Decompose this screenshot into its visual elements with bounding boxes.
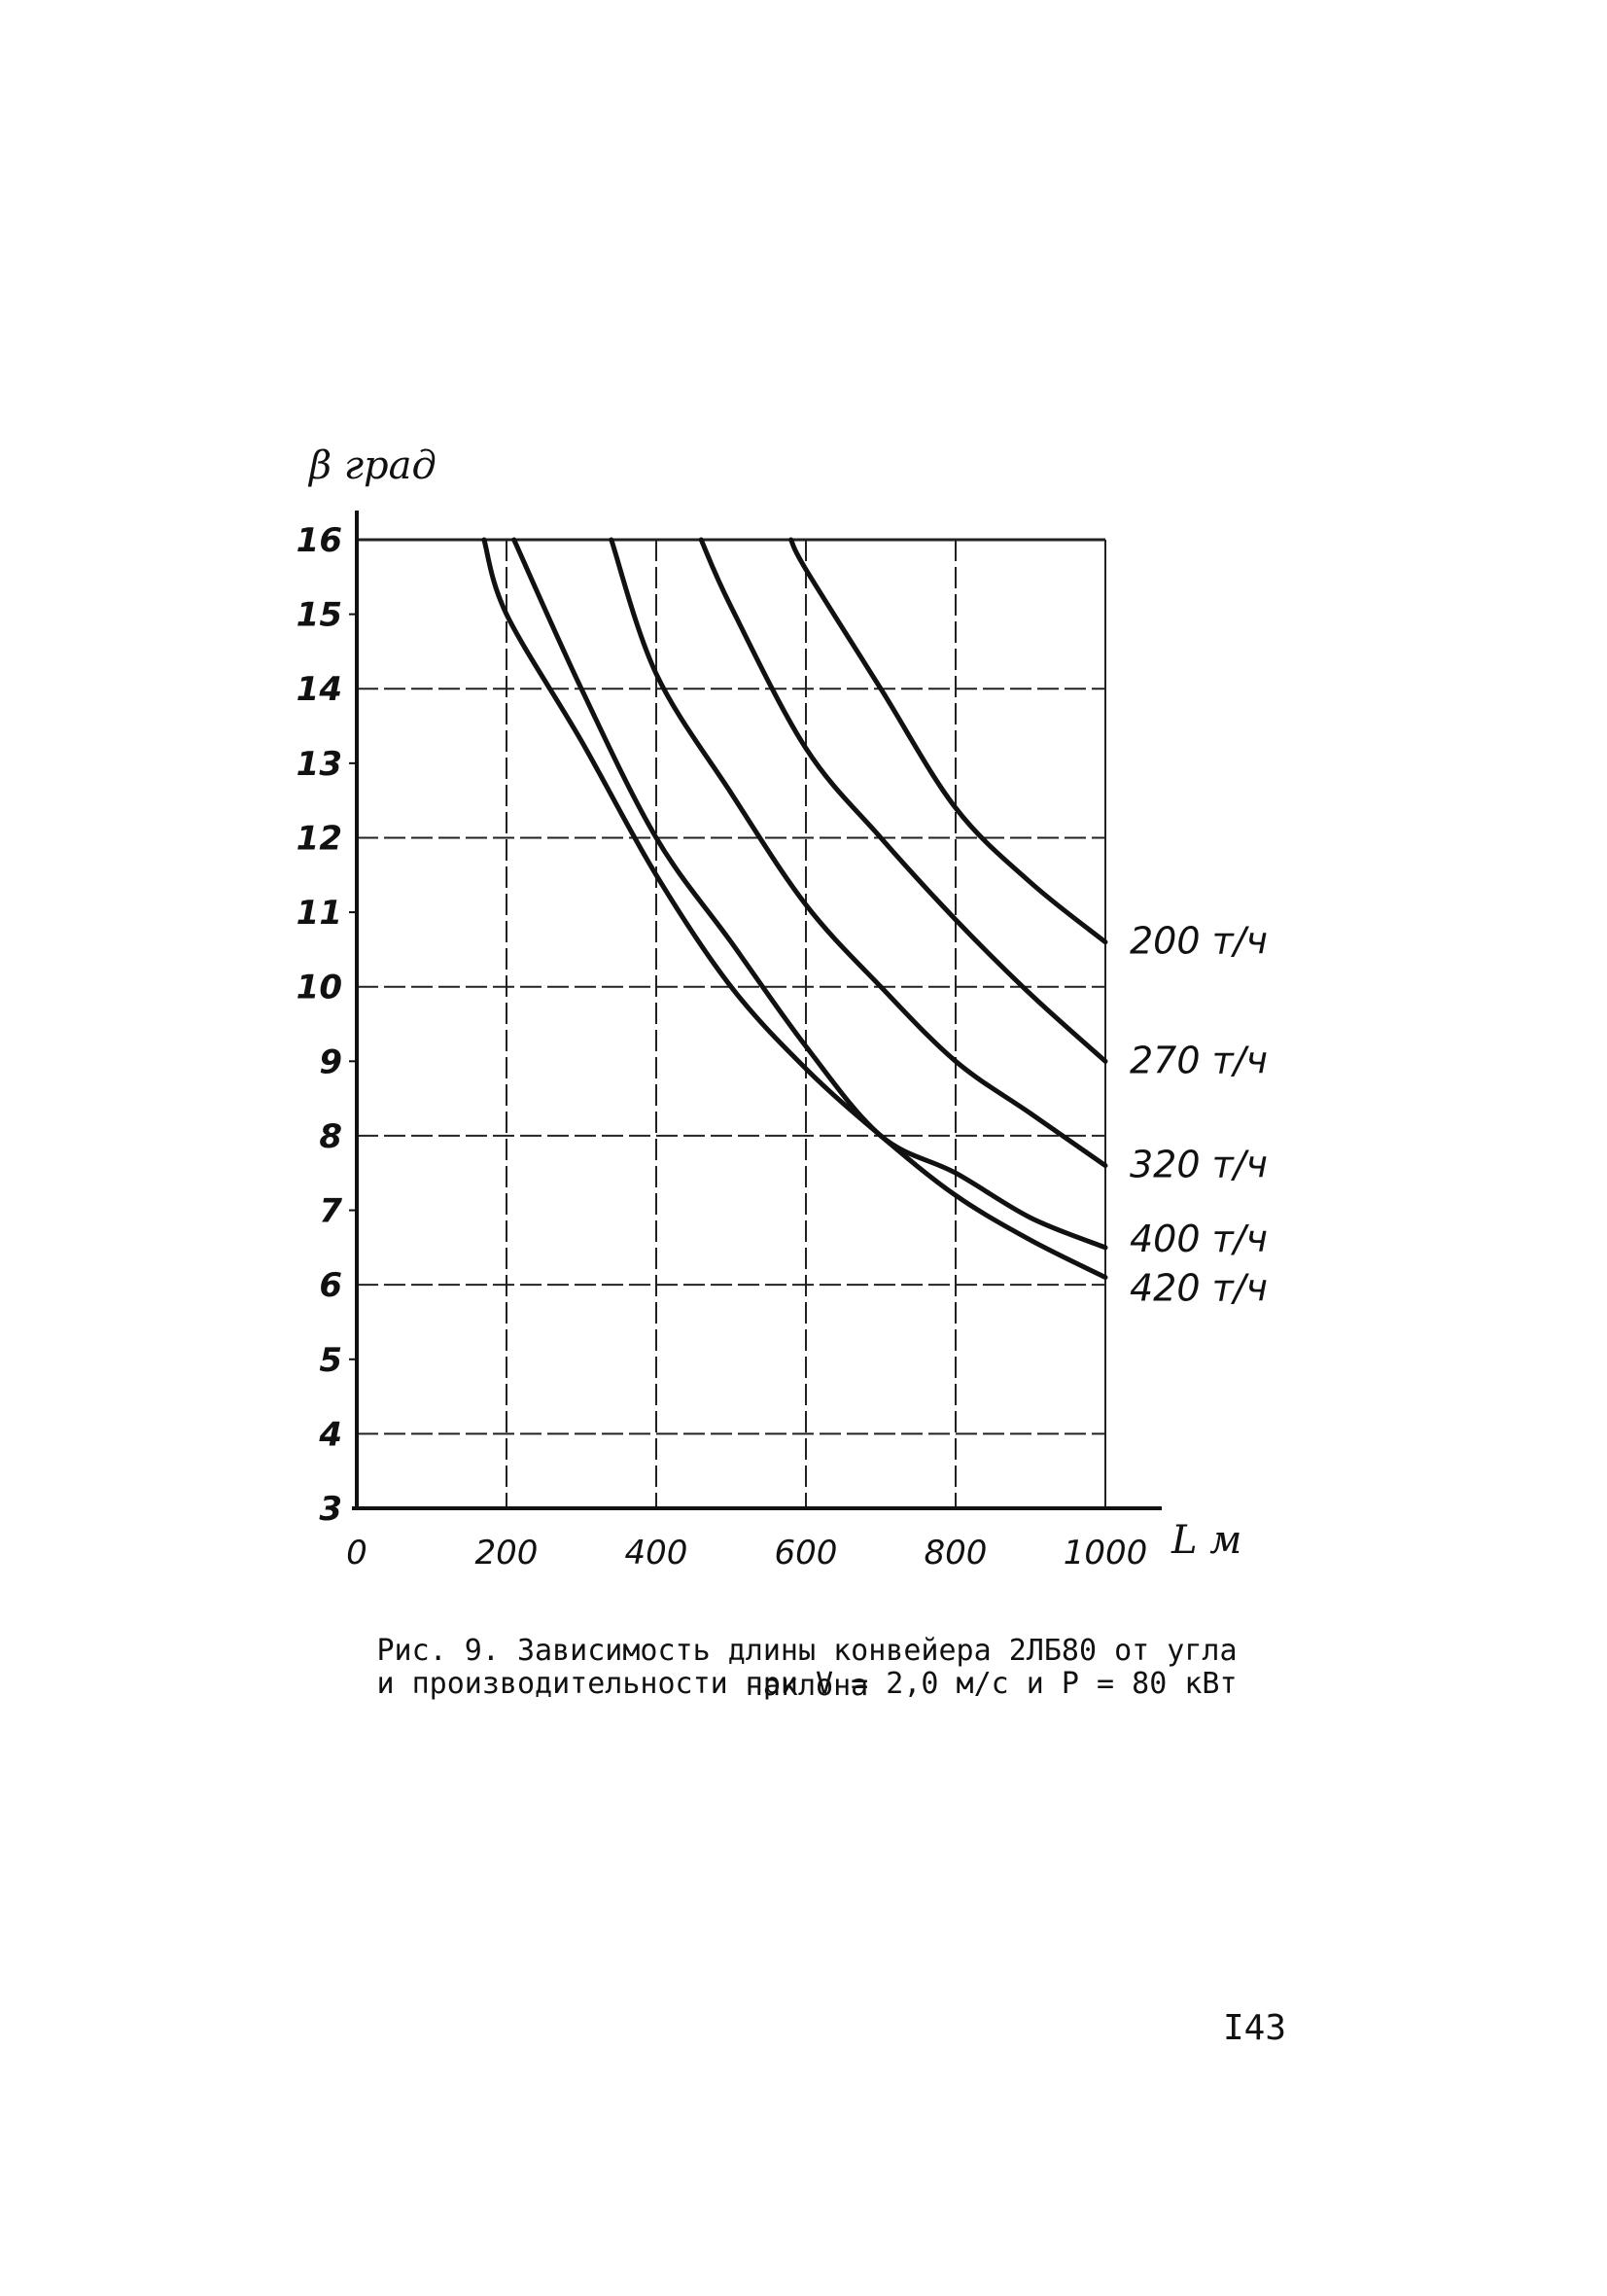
y-tick-labels: 3 4 5 6 7 8 9 10 11 12 13 14 15 16 <box>297 521 357 1529</box>
x-tick-label: 0 <box>346 1534 367 1572</box>
series-line <box>788 537 1108 945</box>
y-tick-label: 16 <box>297 521 342 560</box>
y-tick-label: 12 <box>297 819 342 858</box>
series-labels: 200 т/ч 270 т/ч 320 т/ч 400 т/ч 420 т/ч <box>1130 920 1268 1310</box>
y-tick-label: 10 <box>297 969 342 1007</box>
series-line <box>609 537 1108 1169</box>
y-tick-label: 6 <box>319 1266 342 1305</box>
y-tick-label: 4 <box>318 1415 342 1454</box>
series-label: 200 т/ч <box>1130 920 1268 963</box>
y-tick-label: 8 <box>319 1117 342 1156</box>
series-line <box>511 537 1108 1251</box>
y-tick-label: 13 <box>297 745 342 784</box>
page-number: I43 <box>1223 2008 1287 2048</box>
y-tick-label: 14 <box>297 670 342 709</box>
series-label: 420 т/ч <box>1130 1266 1268 1309</box>
axes <box>352 511 1162 1510</box>
y-tick-label: 9 <box>319 1042 342 1081</box>
y-tick-label: 15 <box>297 596 342 635</box>
series-label: 400 т/ч <box>1130 1218 1268 1260</box>
y-tick-label: 11 <box>297 894 342 933</box>
x-axis-title: L м <box>1170 1518 1241 1563</box>
x-tick-label: 1000 <box>1064 1534 1148 1572</box>
y-tick-label: 7 <box>319 1192 342 1231</box>
series-label: 270 т/ч <box>1130 1039 1268 1081</box>
y-axis-title: β град <box>307 443 437 488</box>
series-lines <box>481 537 1108 1280</box>
series-label: 320 т/ч <box>1130 1144 1268 1186</box>
figure-caption-line-2: и производительности при V = 2,0 м/с и P… <box>376 1667 1238 1701</box>
grid <box>357 538 1106 1508</box>
figure-caption-line-1: Рис. 9. Зависимость длины конвейера 2ЛБ8… <box>376 1634 1238 1703</box>
y-tick-label: 3 <box>319 1490 342 1529</box>
x-tick-label: 400 <box>625 1534 688 1572</box>
x-tick-label: 200 <box>475 1534 539 1572</box>
y-tick-label: 5 <box>319 1341 342 1380</box>
x-tick-labels: 0 200 400 600 800 1000 <box>346 1534 1147 1572</box>
x-tick-label: 600 <box>775 1534 838 1572</box>
series-line <box>698 537 1108 1064</box>
x-tick-label: 800 <box>925 1534 988 1572</box>
series-line <box>481 537 1108 1280</box>
